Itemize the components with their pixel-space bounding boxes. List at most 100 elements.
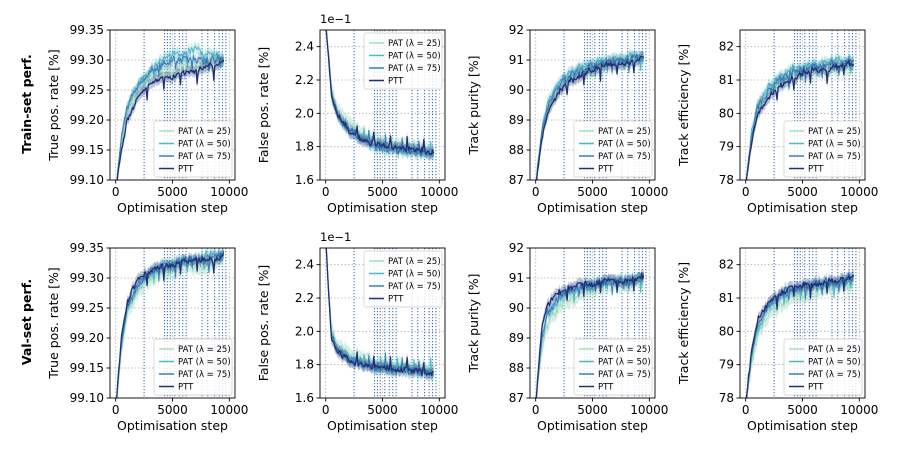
y-tick-label: 99.35	[70, 241, 104, 255]
legend: PAT (λ = 25) PAT (λ = 50) PAT (λ = 75) PTT	[363, 32, 443, 90]
y-tick-label: 2.0	[295, 324, 314, 338]
legend-label-4: PTT	[598, 383, 614, 393]
x-axis-label: Optimisation step	[747, 200, 858, 215]
series-line-1	[116, 254, 224, 398]
subplot-r0c0: 0 5000 10000 99.10 99.15 99.20 99.25 99.30 99.35…	[46, 23, 248, 215]
legend-label-3: PAT (λ = 75)	[388, 64, 441, 74]
series-line-4	[745, 59, 855, 180]
legend-label-1: PAT (λ = 25)	[178, 127, 231, 137]
plot-area	[116, 248, 227, 398]
subplot-r0c3: 0 5000 10000 78 79 80 81 82 Optimisation step Tra…	[676, 29, 878, 215]
plot-area	[535, 248, 647, 398]
legend-label-4: PTT	[808, 383, 824, 393]
y-tick-label: 99.30	[70, 53, 104, 67]
x-tick-label: 10000	[630, 403, 668, 417]
x-tick-label: 10000	[210, 403, 248, 417]
y-axis-label: True pos. rate [%]	[46, 267, 61, 380]
y-tick-label: 99.35	[70, 23, 104, 37]
legend-label-4: PTT	[388, 77, 404, 87]
y-tick-label: 79	[719, 140, 734, 154]
legend-label-2: PAT (λ = 50)	[178, 358, 231, 368]
legend-label-4: PTT	[388, 295, 404, 305]
x-tick-label: 10000	[630, 185, 668, 199]
x-tick-label: 5000	[787, 403, 818, 417]
x-axis-label: Optimisation step	[747, 418, 858, 433]
series-line-4	[325, 30, 435, 156]
y-tick-label: 87	[509, 173, 524, 187]
y-tick-label: 81	[719, 73, 734, 87]
y-tick-label: 82	[719, 40, 734, 54]
series-line-4	[325, 248, 435, 377]
y-tick-label: 99.25	[70, 301, 104, 315]
x-tick-label: 0	[322, 185, 330, 199]
y-axis-label: False pos. rate [%]	[256, 47, 271, 163]
series-line-2	[116, 45, 225, 180]
y-tick-label: 99.10	[70, 391, 104, 405]
legend-box	[153, 120, 233, 178]
x-tick-label: 5000	[577, 403, 608, 417]
y-axis-label: False pos. rate [%]	[256, 265, 271, 381]
y-tick-label: 88	[509, 361, 524, 375]
legend-label-1: PAT (λ = 25)	[598, 127, 651, 137]
legend-label-3: PAT (λ = 75)	[178, 370, 231, 380]
axis-multiplier: 1e−1	[320, 230, 351, 244]
series-band-2	[535, 270, 644, 398]
subplot-r1c2: 0 5000 10000 87 88 89 90 91 92 Optimisation step T…	[466, 241, 668, 433]
legend-label-1: PAT (λ = 25)	[598, 345, 651, 355]
y-tick-label: 99.20	[70, 331, 104, 345]
y-tick-label: 99.25	[70, 83, 104, 97]
y-tick-label: 82	[719, 258, 734, 272]
y-tick-label: 92	[509, 241, 524, 255]
y-tick-label: 99.15	[70, 143, 104, 157]
series-line-4	[116, 59, 225, 180]
series-line-3	[116, 54, 225, 180]
x-tick-label: 10000	[420, 403, 458, 417]
series-band-3	[745, 54, 854, 180]
legend: PAT (λ = 25) PAT (λ = 50) PAT (λ = 75) PTT	[573, 338, 653, 396]
y-tick-label: 89	[509, 331, 524, 345]
subplot-r1c3: 0 5000 10000 78 79 80 81 82 Optimisation step Tra…	[676, 247, 878, 433]
series-band-3	[116, 50, 224, 180]
y-tick-label: 2.2	[295, 73, 314, 87]
plot-area	[745, 248, 857, 398]
y-tick-label: 1.8	[295, 358, 314, 372]
legend-label-1: PAT (λ = 25)	[808, 127, 861, 137]
series-band-1	[116, 248, 224, 398]
series-line-4	[536, 55, 644, 180]
legend-label-1: PAT (λ = 25)	[808, 345, 861, 355]
series-band-4	[746, 269, 854, 398]
y-tick-label: 1.6	[295, 173, 314, 187]
x-axis-label: Optimisation step	[327, 200, 438, 215]
x-axis-label: Optimisation step	[117, 418, 228, 433]
x-tick-label: 5000	[367, 403, 398, 417]
x-tick-label: 5000	[787, 185, 818, 199]
y-tick-label: 92	[509, 23, 524, 37]
legend-label-3: PAT (λ = 75)	[598, 370, 651, 380]
row-label-val: Val-set perf.	[19, 279, 34, 365]
legend-box	[363, 250, 443, 308]
legend: PAT (λ = 25) PAT (λ = 50) PAT (λ = 75) PTT	[153, 338, 233, 396]
row-label-train: Train-set perf.	[19, 54, 34, 153]
x-tick-label: 10000	[210, 185, 248, 199]
y-tick-label: 99.10	[70, 173, 104, 187]
series-line-3	[325, 248, 434, 377]
legend-label-2: PAT (λ = 50)	[598, 140, 651, 150]
y-tick-label: 88	[509, 143, 524, 157]
subplot-r1c1: 0 5000 10000 1.6 1.8 2.0 2.2 2.4 1e−1 Optimisatio…	[256, 230, 458, 433]
legend-label-2: PAT (λ = 50)	[808, 140, 861, 150]
y-tick-label: 78	[719, 173, 734, 187]
y-axis-label: Track efficiency [%]	[676, 262, 691, 385]
legend-label-4: PTT	[178, 165, 194, 175]
series-line-3	[746, 59, 855, 180]
y-tick-label: 1.6	[295, 391, 314, 405]
series-line-3	[745, 273, 855, 398]
y-axis-label: Track efficiency [%]	[676, 44, 691, 167]
y-tick-label: 91	[509, 53, 524, 67]
legend-label-3: PAT (λ = 75)	[808, 152, 861, 162]
y-tick-label: 80	[719, 324, 734, 338]
legend-label-1: PAT (λ = 25)	[388, 257, 441, 267]
y-tick-label: 2.0	[295, 106, 314, 120]
legend-label-4: PTT	[808, 165, 824, 175]
legend-box	[153, 338, 233, 396]
